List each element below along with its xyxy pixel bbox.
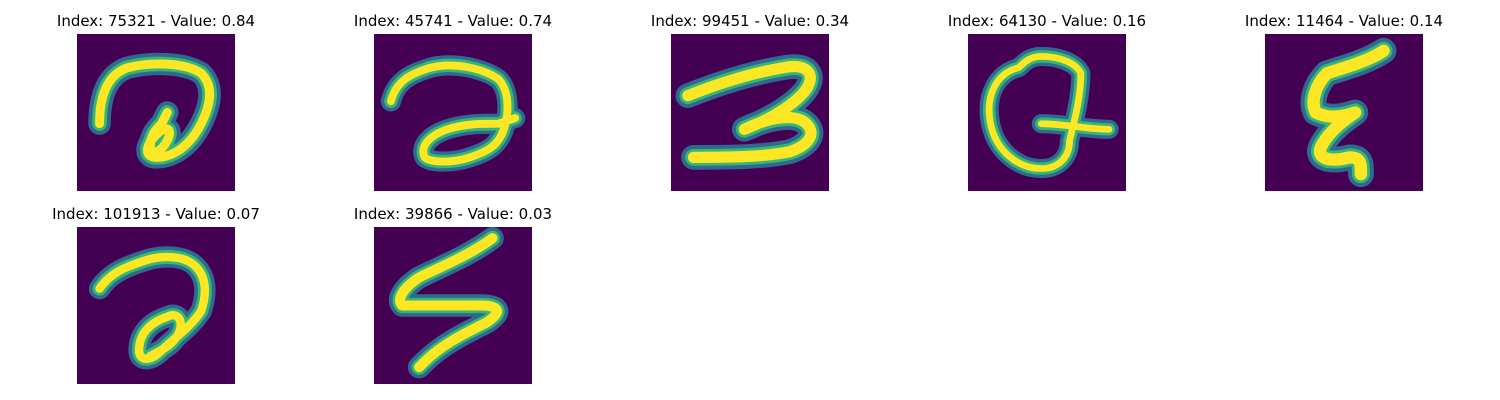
image-panel-6: Index: 101913 - Value: 0.07 <box>26 205 286 395</box>
panel-title: Index: 99451 - Value: 0.34 <box>620 12 880 30</box>
panel-title: Index: 64130 - Value: 0.16 <box>917 12 1177 30</box>
digit-image-s <box>374 227 532 384</box>
digit-image-three <box>671 34 829 191</box>
panel-title: Index: 39866 - Value: 0.03 <box>323 205 583 223</box>
digit-image-a-cursive <box>77 227 235 384</box>
panel-title: Index: 45741 - Value: 0.74 <box>323 12 583 30</box>
image-panel-7: Index: 39866 - Value: 0.03 <box>323 205 583 395</box>
digit-image-sigma <box>1265 34 1423 191</box>
image-panel-1: Index: 75321 - Value: 0.84 <box>26 12 286 202</box>
digit-image-a-cursive <box>374 34 532 191</box>
panel-title: Index: 75321 - Value: 0.84 <box>26 12 286 30</box>
digit-image-q <box>968 34 1126 191</box>
image-panel-5: Index: 11464 - Value: 0.14 <box>1214 12 1474 202</box>
image-panel-4: Index: 64130 - Value: 0.16 <box>917 12 1177 202</box>
image-panel-2: Index: 45741 - Value: 0.74 <box>323 12 583 202</box>
image-panel-3: Index: 99451 - Value: 0.34 <box>620 12 880 202</box>
panel-title: Index: 11464 - Value: 0.14 <box>1214 12 1474 30</box>
panel-title: Index: 101913 - Value: 0.07 <box>26 205 286 223</box>
digit-image-a-cursive <box>77 34 235 191</box>
